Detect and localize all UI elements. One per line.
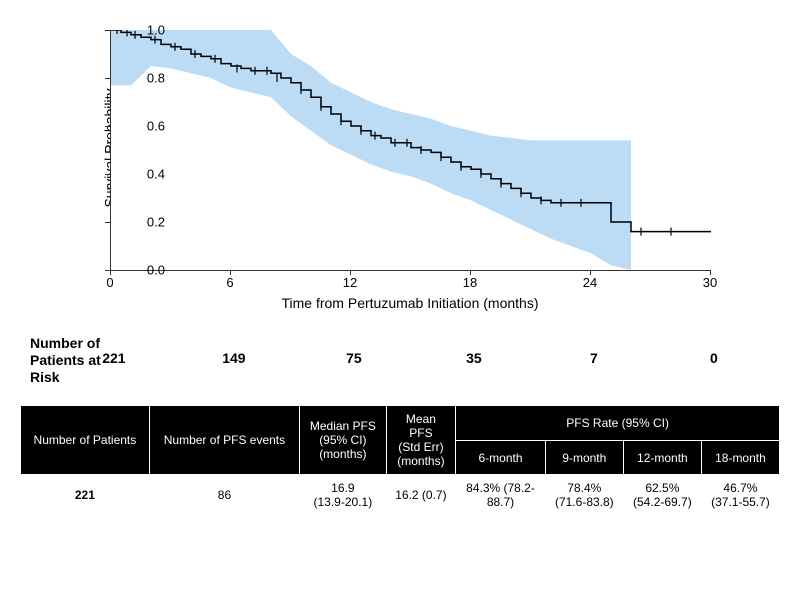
y-tick-label: 0.0 bbox=[147, 263, 165, 278]
cell-median: 16.9 (13.9-20.1) bbox=[300, 475, 387, 516]
cell-6m: 84.3% (78.2- 88.7) bbox=[456, 475, 546, 516]
col-mean: Mean PFS (Std Err) (months) bbox=[386, 406, 456, 475]
cell-n-events: 86 bbox=[149, 475, 299, 516]
col-n-events: Number of PFS events bbox=[149, 406, 299, 475]
plot-area bbox=[110, 30, 711, 271]
stats-header: Number of Patients Number of PFS events … bbox=[21, 406, 780, 475]
risk-count: 221 bbox=[102, 350, 125, 366]
col-6m: 6-month bbox=[456, 440, 546, 475]
x-tick-label: 0 bbox=[106, 275, 113, 290]
stats-table: Number of Patients Number of PFS events … bbox=[20, 405, 780, 516]
risk-count: 0 bbox=[710, 350, 718, 366]
cell-18m: 46.7% (37.1-55.7) bbox=[701, 475, 779, 516]
x-tick-label: 24 bbox=[583, 275, 597, 290]
x-tick-label: 12 bbox=[343, 275, 357, 290]
table-row: 221 86 16.9 (13.9-20.1) 16.2 (0.7) 84.3%… bbox=[21, 475, 780, 516]
cell-9m: 78.4% (71.6-83.8) bbox=[545, 475, 623, 516]
col-9m: 9-month bbox=[545, 440, 623, 475]
risk-count: 35 bbox=[466, 350, 482, 366]
km-svg bbox=[111, 30, 711, 270]
km-chart: Survival Probability 0.00.20.40.60.81.0 … bbox=[70, 20, 770, 320]
x-tick-label: 30 bbox=[703, 275, 717, 290]
risk-label: Number of Patients at Risk bbox=[30, 335, 110, 385]
risk-count: 75 bbox=[346, 350, 362, 366]
col-12m: 12-month bbox=[623, 440, 701, 475]
x-tick-label: 6 bbox=[226, 275, 233, 290]
y-tick-label: 1.0 bbox=[147, 23, 165, 38]
col-n-patients: Number of Patients bbox=[21, 406, 150, 475]
at-risk-table: Number of Patients at Risk 221 149 75 35 7 0 bbox=[30, 335, 784, 385]
y-tick-label: 0.8 bbox=[147, 71, 165, 86]
col-18m: 18-month bbox=[701, 440, 779, 475]
cell-12m: 62.5% (54.2-69.7) bbox=[623, 475, 701, 516]
col-pfs-rate-span: PFS Rate (95% CI) bbox=[456, 406, 780, 441]
col-median: Median PFS (95% CI) (months) bbox=[300, 406, 387, 475]
x-axis-label: Time from Pertuzumab Initiation (months) bbox=[110, 295, 710, 311]
risk-count: 149 bbox=[222, 350, 245, 366]
y-tick-label: 0.2 bbox=[147, 215, 165, 230]
y-tick-label: 0.4 bbox=[147, 167, 165, 182]
x-tick-label: 18 bbox=[463, 275, 477, 290]
cell-mean: 16.2 (0.7) bbox=[386, 475, 456, 516]
risk-numbers: 221149753570 bbox=[114, 350, 754, 370]
cell-n-patients: 221 bbox=[21, 475, 150, 516]
risk-count: 7 bbox=[590, 350, 598, 366]
y-tick-label: 0.6 bbox=[147, 119, 165, 134]
